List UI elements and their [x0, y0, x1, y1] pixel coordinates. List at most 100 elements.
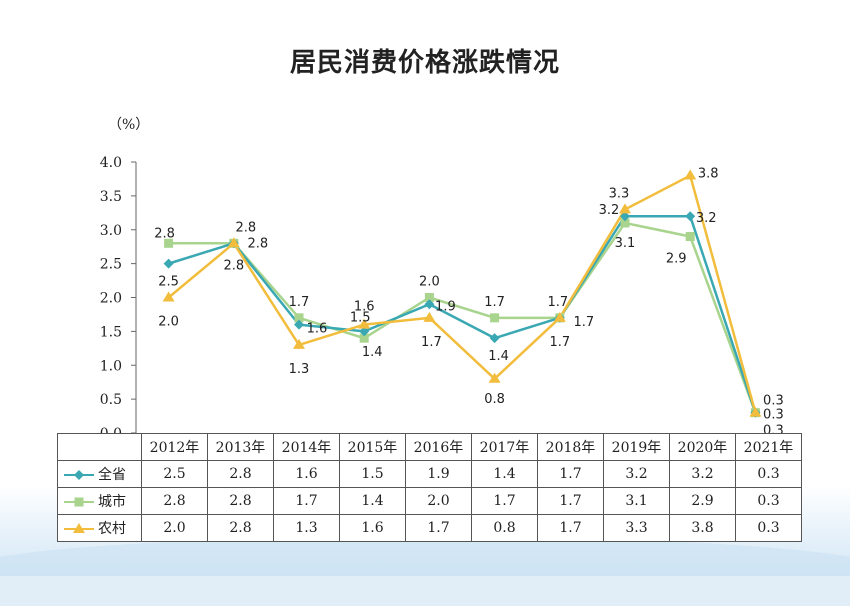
series-nongcun-data-label: 3.3 [609, 186, 630, 201]
series-nongcun-marker [488, 372, 501, 383]
table-cell: 0.3 [735, 514, 802, 542]
series-nongcun-marker [619, 203, 631, 214]
series-quansheng-data-label: 1.9 [435, 299, 456, 314]
series-chengshi-data-label: 2.0 [419, 275, 440, 290]
series-chengshi-data-label: 0.3 [763, 408, 784, 423]
series-chengshi-marker [490, 313, 500, 323]
series-quansheng-marker [424, 299, 435, 310]
table-cell: 2.0 [141, 514, 208, 542]
table-cell: 1.4 [471, 460, 538, 488]
y-tick-label: 3.0 [100, 223, 122, 239]
table-cell: 1.9 [405, 460, 472, 488]
x-category-label: 2015年 [339, 433, 406, 461]
x-category-label: 2014年 [273, 433, 340, 461]
series-quansheng-data-label: 0.3 [763, 394, 784, 409]
series-quansheng-data-label: 1.4 [488, 349, 509, 364]
table-cell: 1.5 [339, 460, 406, 488]
table-body: 全省 2.5 2.8 1.6 1.5 1.9 1.4 1.7 3.2 3.2 0.3 城市 2.8 2.8… [57, 460, 802, 542]
series-chengshi-marker [620, 218, 630, 228]
table-row: 全省 2.5 2.8 1.6 1.5 1.9 1.4 1.7 3.2 3.2 0.3 [57, 460, 802, 488]
series-quansheng-marker [163, 258, 174, 269]
series-chengshi-marker [359, 333, 369, 343]
series-chengshi-marker [294, 313, 304, 323]
legend-symbol [64, 470, 94, 480]
legend-entry: 农村 [57, 514, 142, 542]
table-cell: 2.0 [405, 487, 472, 515]
legend-entry: 城市 [57, 487, 142, 515]
series-chengshi-data-label: 1.7 [484, 295, 505, 310]
legend-label: 农村 [98, 521, 126, 537]
series-nongcun-marker [293, 338, 305, 349]
table-cell: 0.3 [735, 487, 802, 515]
series-chengshi-data-label: 1.7 [289, 295, 310, 310]
x-category-label: 2017年 [471, 433, 538, 461]
series-chengshi-data-label: 2.8 [154, 226, 175, 241]
series-quansheng-line [168, 214, 757, 414]
table-corner-cell [57, 433, 142, 461]
table-cell: 3.2 [603, 460, 670, 488]
table-cell: 2.8 [207, 514, 274, 542]
series-quansheng-data-label: 1.5 [350, 310, 371, 325]
x-category-label: 2021年 [735, 433, 802, 461]
x-category-label: 2019年 [603, 433, 670, 461]
y-tick-label: 2.5 [100, 257, 122, 273]
series-nongcun-marker [162, 291, 175, 302]
table-cell: 0.8 [471, 514, 538, 542]
series-quansheng-data-label: 1.7 [573, 315, 594, 330]
series-quansheng-marker [620, 211, 630, 222]
series-nongcun-data-label: 1.6 [354, 300, 375, 315]
table-cell: 0.3 [735, 460, 802, 488]
series-nongcun-line [167, 174, 757, 414]
table-cell: 1.7 [405, 514, 472, 542]
y-tick-label: 4.0 [100, 155, 122, 171]
table-cell: 2.9 [669, 487, 736, 515]
series-quansheng-data-label: 1.6 [307, 322, 328, 337]
table-cell: 3.1 [603, 487, 670, 515]
table-cell: 2.8 [207, 487, 274, 515]
table-cell: 3.2 [669, 460, 736, 488]
series-quansheng-marker [489, 333, 500, 344]
series-nongcun-marker [423, 311, 436, 322]
table-cell: 3.3 [603, 514, 670, 542]
series-quansheng-marker [685, 211, 696, 222]
series-nongcun-marker [684, 169, 697, 180]
series-chengshi-marker [685, 232, 695, 242]
series-quansheng-data-label: 3.2 [599, 203, 620, 218]
series-chengshi-marker [424, 293, 434, 302]
y-tick-label: 2.0 [100, 291, 122, 307]
y-tick-label: 1.5 [100, 324, 122, 340]
table-cell: 2.8 [207, 460, 274, 488]
y-axis-unit-label: （%） [108, 117, 150, 133]
series-quansheng-data-label: 2.8 [247, 236, 268, 251]
series-quansheng-marker [294, 319, 304, 330]
legend-symbol [64, 523, 94, 533]
series-nongcun-data-label: 2.0 [158, 315, 179, 330]
table-cell: 1.7 [537, 514, 604, 542]
chart-title: 居民消费价格涨跌情况 [289, 48, 560, 78]
x-category-label: 2020年 [669, 433, 736, 461]
table-cell: 1.7 [471, 487, 538, 515]
series-chengshi-data-label: 2.8 [235, 220, 256, 235]
table-cell: 1.7 [273, 487, 340, 515]
series-chengshi-line [168, 221, 757, 414]
table-cell: 1.3 [273, 514, 340, 542]
series-chengshi-data-label: 1.7 [547, 295, 568, 310]
series-nongcun-data-label: 2.8 [223, 258, 244, 273]
series-nongcun-marker [749, 406, 762, 417]
legend-symbol [64, 497, 94, 507]
legend-label: 城市 [98, 494, 126, 510]
series-nongcun-data-label: 3.8 [698, 167, 719, 182]
series-nongcun-marker [227, 237, 240, 248]
table-cell: 1.6 [273, 460, 340, 488]
legend-entry: 全省 [57, 460, 142, 488]
series-chengshi-data-label: 3.1 [615, 236, 636, 251]
y-tick-label: 0.5 [100, 392, 122, 408]
series-chengshi-data-label: 1.4 [362, 345, 383, 360]
series-nongcun-data-label: 1.7 [421, 335, 442, 350]
table-cell: 1.4 [339, 487, 406, 515]
series-nongcun-data-label: 1.3 [289, 362, 310, 377]
series-nongcun-marker [553, 311, 566, 322]
y-tick-label: 3.5 [100, 189, 122, 205]
table-header-row: 2012年 2013年 2014年 2015年 2016年 2017年 2018年 2019年… [57, 433, 802, 461]
series-quansheng-marker [359, 326, 370, 337]
